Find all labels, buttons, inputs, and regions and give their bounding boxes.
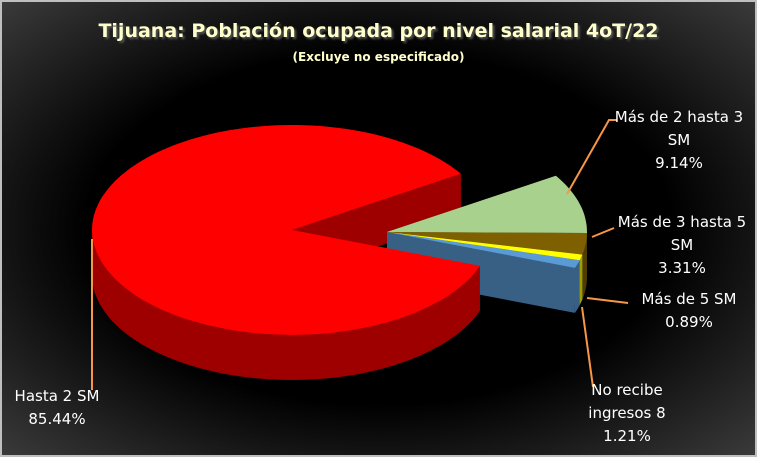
leader-line (586, 297, 629, 304)
data-label: Más de 5 SM 0.89% (614, 288, 755, 334)
slice (92, 125, 480, 335)
slice-side (582, 233, 587, 300)
slice-side (579, 254, 583, 306)
data-label: Más de 3 hasta 5 SM 3.31% (617, 211, 747, 280)
slice (387, 232, 583, 261)
leader-line (591, 227, 615, 238)
category-label: Más de 2 hasta 3 SM (614, 108, 744, 149)
slice-side (92, 230, 480, 380)
data-label: No recibe ingresos 8 1.21% (572, 379, 682, 448)
value-label: 3.31% (658, 259, 706, 277)
data-label: Más de 2 hasta 3 SM 9.14% (614, 106, 744, 175)
value-label: 85.44% (28, 410, 86, 428)
data-label: Hasta 2 SM 85.44% (12, 385, 102, 431)
value-label: 9.14% (655, 154, 703, 172)
leader-line (581, 306, 594, 388)
slice-side (387, 232, 575, 313)
category-label: Más de 3 hasta 5 SM (617, 213, 747, 254)
chart-title: Tijuana: Población ocupada por nivel sal… (98, 20, 659, 42)
category-label: No recibe ingresos 8 (588, 381, 666, 422)
slice (387, 232, 580, 268)
value-label: 1.21% (603, 427, 651, 445)
chart-subtitle: (Excluye no especificado) (292, 50, 465, 64)
leader-line (566, 119, 617, 195)
slice (387, 175, 587, 233)
slice (387, 232, 587, 255)
category-label: Hasta 2 SM (14, 387, 100, 405)
value-label: 0.89% (665, 313, 713, 331)
slice-side (574, 260, 580, 313)
category-label: Más de 5 SM (641, 290, 737, 308)
